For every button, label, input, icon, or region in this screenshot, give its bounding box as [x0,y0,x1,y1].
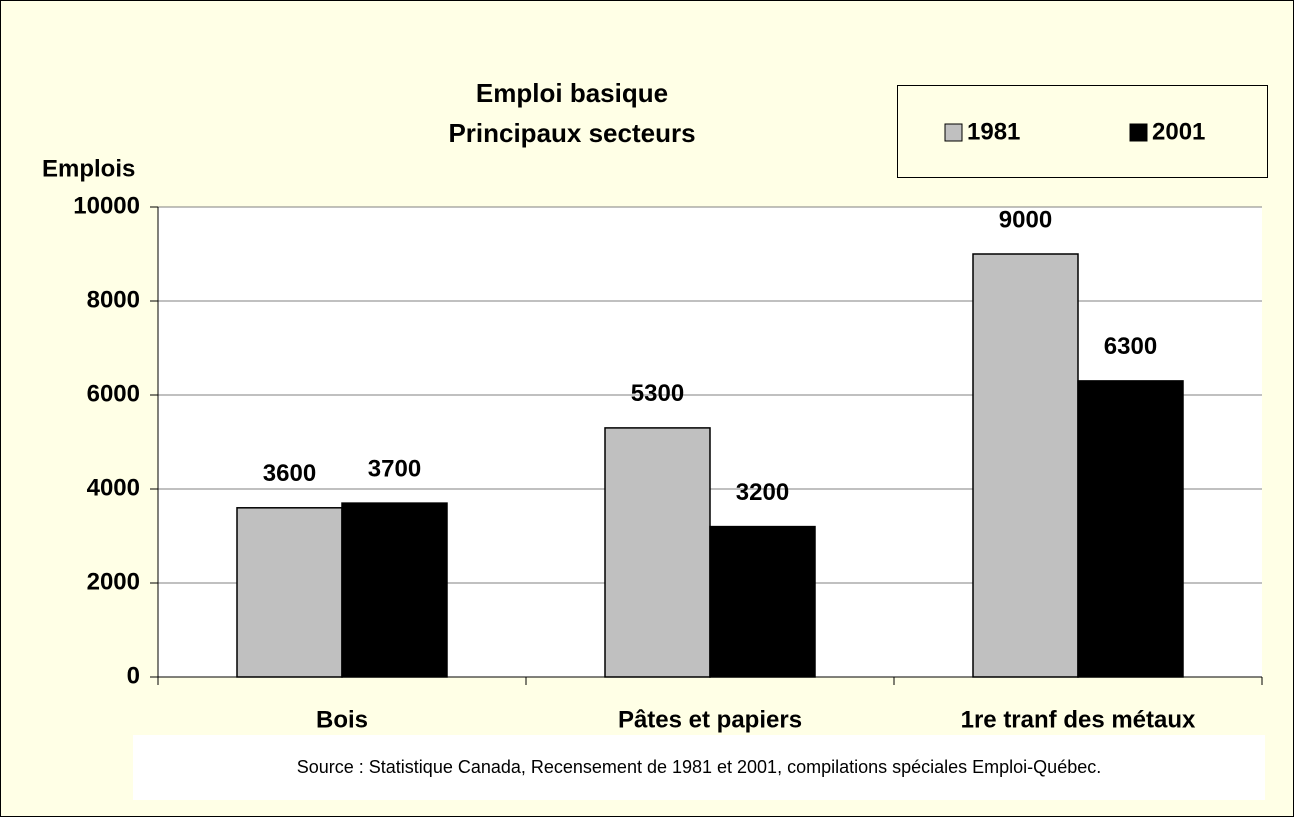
bar [972,253,1079,678]
y-tick-label: 10000 [73,192,140,219]
value-label: 3600 [263,460,316,487]
y-tick-label: 0 [127,662,140,689]
bar [1077,380,1184,678]
legend-swatch [944,123,963,142]
chart-subtitle: Principaux secteurs [448,118,695,148]
value-label: 9000 [999,206,1052,233]
x-tick-label: Pâtes et papiers [618,706,802,733]
bar [709,525,816,678]
y-tick-label: 8000 [87,286,140,313]
value-label: 3700 [368,455,421,482]
source-box [133,735,1265,800]
bar [604,427,711,678]
x-tick-label: 1re tranf des métaux [961,706,1196,733]
y-tick-label: 6000 [87,380,140,407]
bar [236,507,343,678]
y-axis-label: Emplois [42,155,135,182]
source: Source : Statistique Canada, Recensement… [297,757,1101,777]
bar [341,502,448,678]
value-label: 6300 [1104,333,1157,360]
value-label: 5300 [631,380,684,407]
y-tick-label: 4000 [87,474,140,501]
value-label: 3200 [736,479,789,506]
legend-label: 1981 [967,118,1020,145]
legend-label: 2001 [1152,118,1205,145]
x-axis-ticks [157,677,1263,685]
chart-title: Emploi basique [476,78,668,108]
x-tick-label: Bois [316,706,368,733]
y-tick-label: 2000 [87,568,140,595]
legend-swatch [1129,123,1148,142]
